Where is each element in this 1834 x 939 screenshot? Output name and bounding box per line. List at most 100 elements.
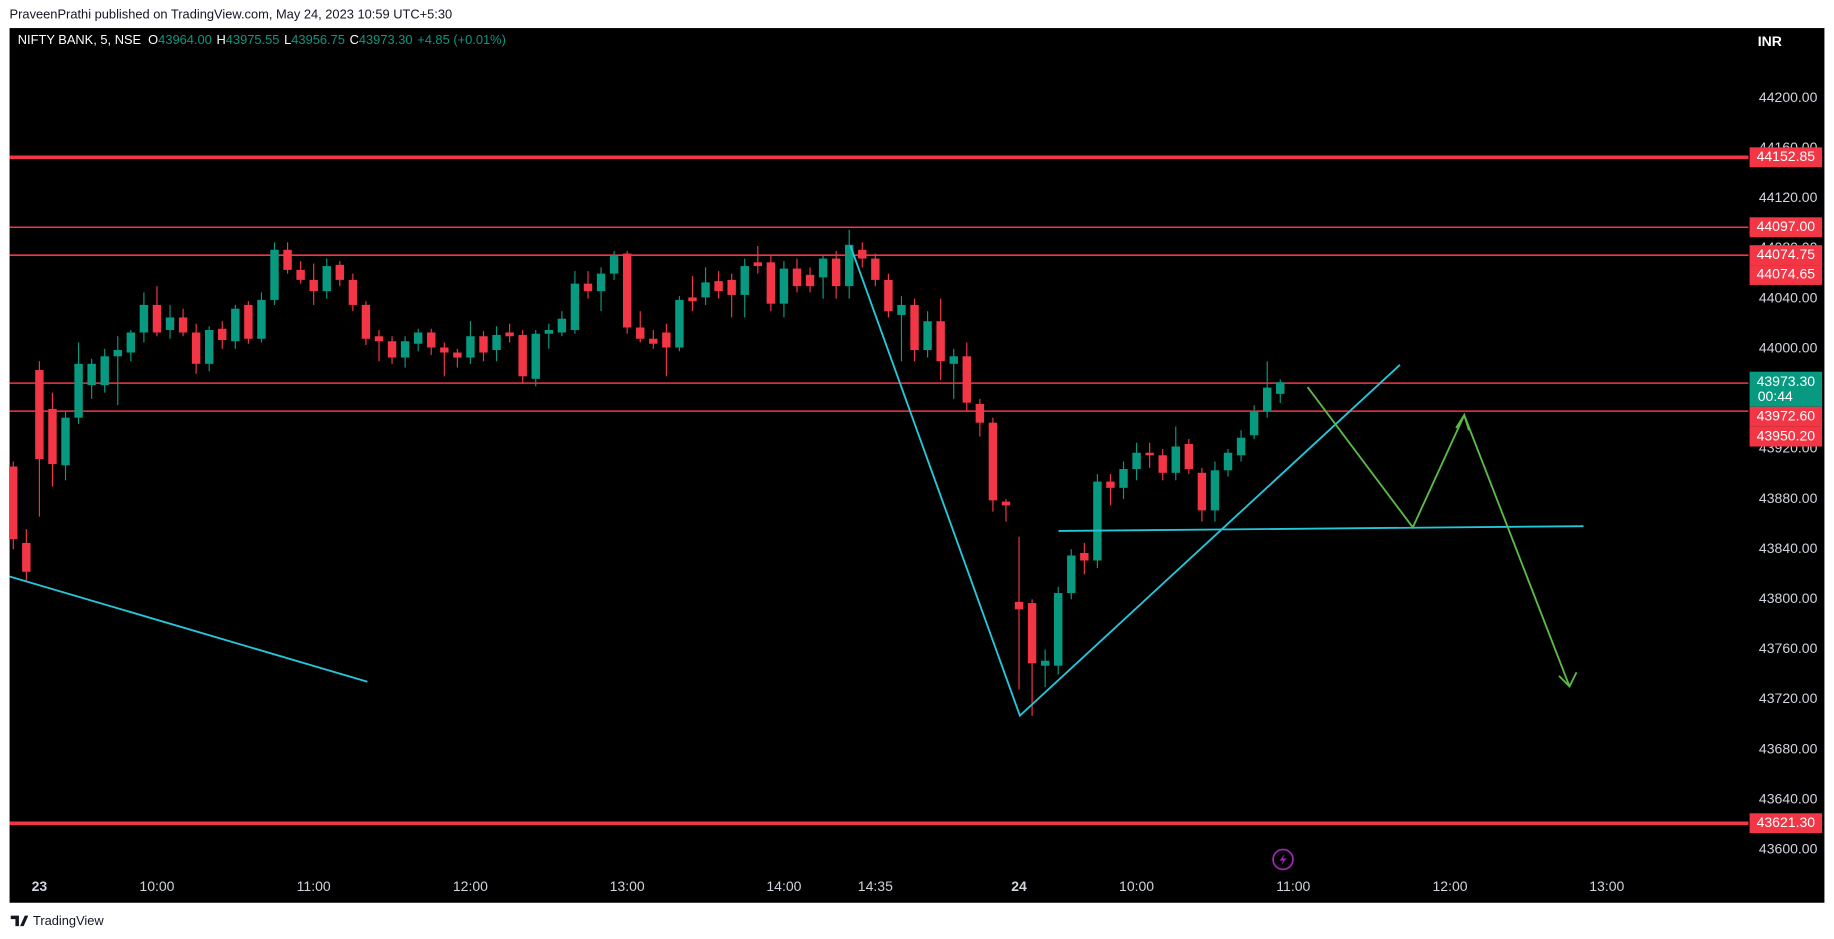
candle-body	[884, 279, 893, 312]
x-tick-label: 23	[32, 878, 48, 894]
candle-body	[583, 283, 593, 292]
candle-body	[1158, 455, 1167, 473]
y-tick-label: 43600.00	[1759, 841, 1818, 857]
y-tick-label: 44120.00	[1759, 189, 1818, 205]
candle-body	[858, 249, 867, 259]
candle-body	[466, 336, 475, 358]
candle-body	[1262, 387, 1272, 412]
x-tick-label: 24	[1011, 878, 1027, 894]
candle-body	[1249, 411, 1259, 436]
level-badge	[1749, 813, 1823, 834]
ohlc-key: L	[284, 32, 291, 47]
ohlc-value: 43956.75	[291, 32, 345, 47]
candle-body	[427, 332, 436, 348]
footer-logo	[10, 915, 29, 927]
candle-body	[348, 279, 358, 305]
candle-body	[204, 329, 214, 364]
candle-body	[675, 299, 684, 348]
currency: INR	[1758, 33, 1782, 49]
x-tick-label: 11:00	[297, 878, 331, 894]
candle-body	[1119, 469, 1128, 488]
candle-body	[244, 304, 253, 339]
x-tick-label: 10:00	[139, 878, 174, 894]
candle-body	[871, 258, 880, 280]
candle-body	[48, 408, 57, 465]
candle-body	[688, 297, 697, 302]
arrow-head	[1558, 671, 1578, 688]
candle-body	[74, 363, 83, 418]
candle-body	[257, 299, 266, 339]
candle-body	[218, 328, 227, 341]
ohlc-key: O	[148, 32, 158, 47]
candle-body	[1171, 446, 1180, 473]
candle-body	[322, 266, 331, 292]
candle-body	[609, 256, 619, 274]
y-tick-label: 43760.00	[1759, 640, 1818, 656]
candle-body	[897, 304, 906, 315]
drawings	[9, 245, 1584, 718]
candle-body	[505, 332, 514, 337]
y-tick-label: 43840.00	[1759, 540, 1818, 556]
candle-body	[1001, 501, 1011, 506]
candle-body	[596, 273, 606, 292]
candle-body	[636, 327, 645, 339]
candle-body	[779, 268, 789, 304]
candle-body	[1184, 443, 1194, 470]
candle-body	[1276, 382, 1285, 394]
candle-body	[622, 253, 632, 328]
price-axis: 43600.00 43640.00 43680.00 43720.00 43760.00…	[32, 89, 1823, 894]
candle-body	[100, 356, 109, 386]
candle-body	[910, 304, 919, 351]
candle-body	[518, 334, 527, 377]
candle-body	[87, 363, 96, 386]
candle-body	[231, 308, 240, 342]
candle-body	[35, 370, 44, 460]
candle-body	[1093, 481, 1102, 561]
candle-body	[283, 249, 292, 270]
logo-mark	[10, 915, 29, 927]
candle-body	[753, 262, 763, 267]
icon-bolt	[1279, 853, 1287, 866]
candle-body	[766, 262, 776, 304]
publisher-note: PraveenPrathi published on TradingView.c…	[10, 7, 453, 22]
candle-body	[805, 274, 815, 287]
candle-body	[818, 258, 828, 278]
candle-body	[949, 356, 958, 364]
level-badge	[1749, 147, 1823, 168]
candle-body	[413, 332, 423, 344]
arrow-head	[1455, 412, 1470, 431]
ohlc-key: C	[350, 32, 359, 47]
x-tick-label: 10:00	[1119, 878, 1154, 894]
trend-line	[9, 575, 368, 683]
candle-body	[296, 269, 305, 280]
x-tick-label: 13:00	[610, 878, 645, 894]
ohlc-value: 43964.00	[158, 32, 212, 47]
candle-body	[1106, 481, 1115, 488]
candle-body	[936, 321, 945, 362]
replay-icon[interactable]	[1272, 848, 1294, 871]
level-badge	[1749, 406, 1823, 427]
candle-body	[1067, 555, 1076, 594]
candle-body	[531, 333, 540, 379]
change: +4.85 (+0.01%)	[417, 32, 506, 47]
candle-body	[1054, 593, 1063, 666]
candle-body	[335, 264, 345, 280]
candle-body	[1145, 452, 1154, 456]
y-tick-label: 44200.00	[1759, 89, 1818, 105]
candle-body	[845, 244, 854, 287]
x-tick-label: 12:00	[1433, 878, 1468, 894]
x-tick-label: 14:35	[858, 878, 893, 894]
candle-body	[792, 268, 802, 287]
candle-body	[479, 336, 488, 353]
level-label: 44074.75	[1757, 246, 1816, 262]
candle-body	[270, 249, 279, 300]
y-tick-label: 43640.00	[1759, 790, 1818, 806]
level-label: 43621.30	[1757, 814, 1816, 830]
trend-line	[1058, 525, 1584, 532]
chart-panel	[9, 28, 1825, 903]
candle-body	[714, 281, 723, 292]
y-tick-label: 44000.00	[1759, 339, 1818, 355]
candle-body	[1197, 472, 1207, 511]
projection-path	[1306, 386, 1571, 687]
